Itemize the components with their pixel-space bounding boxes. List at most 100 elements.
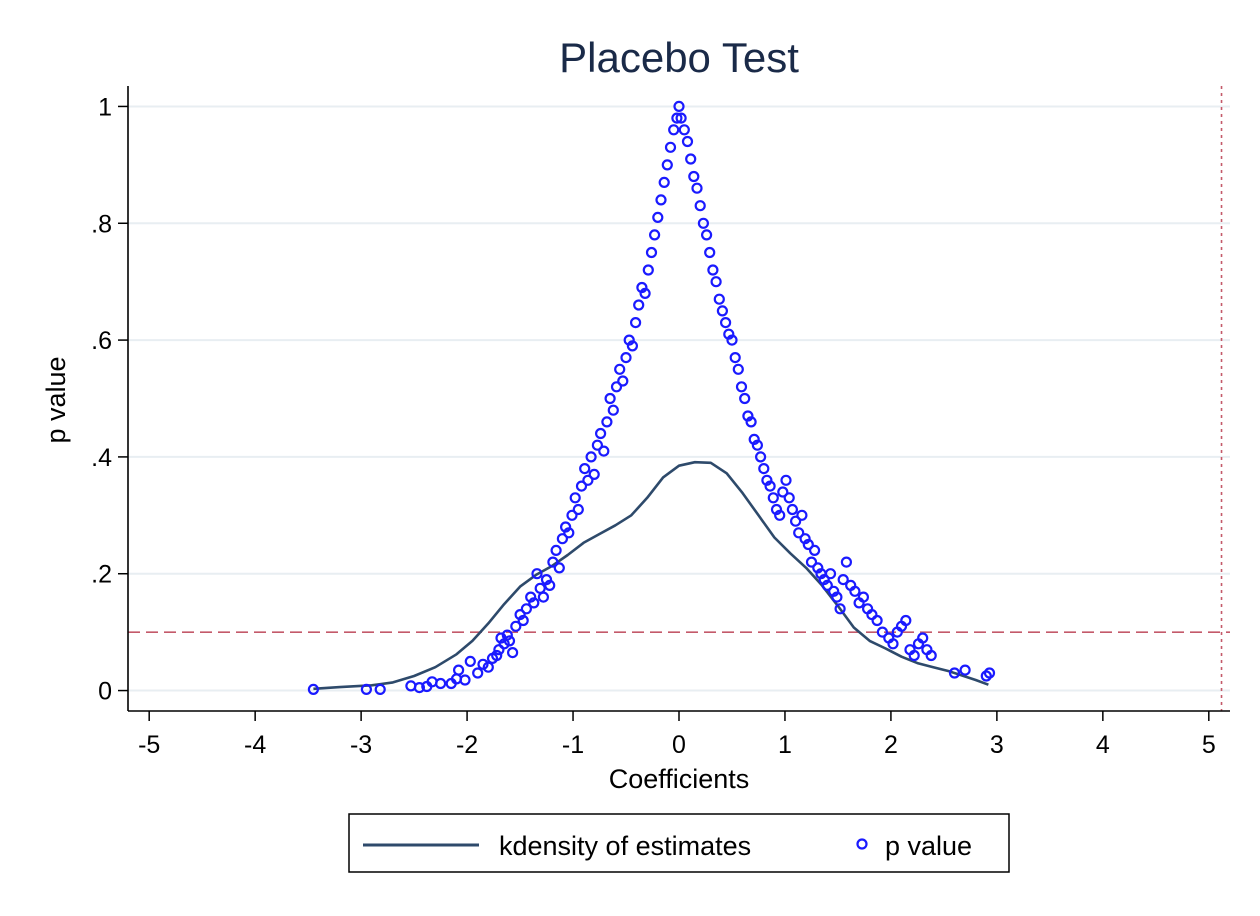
p-value-marker-54 (607, 404, 619, 416)
p-value-marker-122 (821, 579, 833, 592)
p-value-marker-39 (559, 521, 572, 533)
p-value-marker-149 (959, 664, 971, 676)
p-value-marker-1 (360, 683, 372, 696)
p-value-marker-94 (732, 363, 744, 375)
p-value-marker-93 (729, 352, 741, 364)
p-value-marker-7 (435, 677, 447, 690)
p-value-marker-73 (668, 124, 680, 136)
reference-lines (128, 86, 1230, 711)
p-value-marker-127 (837, 573, 849, 586)
p-value-marker-119 (812, 562, 824, 574)
p-value-marker-55 (610, 381, 623, 393)
p-value-marker-66 (645, 246, 658, 259)
p-value-marker-110 (783, 492, 795, 504)
p-value-marker-23 (506, 646, 519, 659)
p-value-marker-10 (453, 664, 465, 676)
p-value-marker-145 (917, 632, 929, 644)
p-value-marker-143 (908, 649, 920, 662)
p-value-marker-32 (537, 591, 550, 603)
y-tick-label-1: .2 (91, 561, 112, 589)
x-tick-label-1: -4 (244, 731, 266, 759)
x-tick-label-5: 0 (672, 731, 686, 759)
p-value-marker-34 (544, 579, 556, 592)
p-value-marker-37 (553, 562, 565, 574)
p-value-marker-74 (671, 112, 683, 124)
p-value-marker-107 (774, 509, 786, 521)
p-value-marker-25 (514, 608, 526, 621)
legend: kdensity of estimates p value (348, 813, 1010, 873)
p-value-marker-50 (594, 427, 607, 440)
x-tick-label-10: 5 (1202, 731, 1216, 759)
p-value-marker-97 (742, 410, 754, 422)
p-value-marker-78 (681, 135, 694, 148)
p-value-marker-17 (491, 649, 503, 662)
p-value-marker-27 (520, 603, 533, 615)
p-value-marker-48 (588, 468, 600, 480)
p-value-marker-132 (857, 591, 870, 603)
p-value-marker-98 (745, 416, 757, 428)
p-value-marker-21 (501, 629, 513, 641)
p-value-marker-38 (556, 533, 569, 545)
y-tick-label-2: .4 (91, 444, 112, 472)
p-value-marker-109 (780, 474, 792, 486)
p-value-marker-124 (828, 585, 840, 597)
p-value-marker-96 (739, 392, 751, 405)
x-tick-labels: -5 -4 -3 -2 -1 0 1 2 3 4 5 (138, 731, 1216, 759)
legend-p-value-marker (856, 838, 868, 850)
p-value-marker-47 (585, 451, 597, 463)
p-value-marker-24 (510, 620, 522, 632)
p-value-marker-11 (459, 674, 471, 686)
p-value-marker-26 (517, 614, 529, 627)
p-value-marker-42 (569, 492, 581, 504)
p-value-marker-105 (767, 492, 779, 504)
y-tick-label-3: .6 (91, 327, 112, 355)
p-value-marker-2 (374, 683, 386, 696)
p-value-marker-108 (777, 486, 789, 498)
p-value-marker-65 (642, 264, 654, 276)
p-value-marker-121 (818, 573, 830, 586)
p-value-marker-30 (531, 568, 543, 580)
y-axis-label: p value (41, 356, 71, 443)
p-value-marker-104 (764, 480, 776, 492)
p-value-marker-29 (528, 597, 540, 609)
p-value-marker-99 (748, 433, 760, 445)
grid-lines (128, 105, 1230, 692)
x-tick-label-2: -3 (350, 731, 372, 759)
p-value-marker-136 (876, 626, 889, 638)
p-value-marker-77 (678, 124, 690, 136)
p-value-marker-68 (652, 211, 664, 223)
p-value-marker-75 (673, 100, 685, 113)
p-value-marker-102 (758, 463, 770, 475)
p-value-marker-79 (685, 153, 697, 165)
p-value-series (307, 100, 996, 696)
p-value-marker-103 (761, 474, 773, 486)
p-value-marker-0 (307, 683, 319, 696)
p-value-marker-58 (620, 352, 632, 364)
p-value-marker-112 (789, 515, 802, 527)
p-value-marker-71 (661, 159, 673, 171)
p-value-marker-36 (550, 544, 562, 557)
p-value-marker-60 (626, 340, 639, 352)
p-value-marker-113 (793, 527, 805, 539)
p-value-marker-22 (503, 635, 516, 647)
p-value-marker-86 (707, 264, 719, 276)
p-value-marker-35 (547, 556, 559, 568)
p-value-marker-148 (948, 667, 961, 679)
p-value-marker-89 (716, 305, 729, 317)
x-axis-label: Coefficients (609, 764, 750, 794)
p-value-marker-95 (735, 381, 748, 393)
p-value-marker-63 (636, 281, 648, 294)
p-value-marker-12 (464, 655, 476, 668)
x-tick-label-3: -2 (456, 731, 478, 759)
kdensity-line (313, 460, 989, 691)
x-tick-label-6: 1 (778, 731, 792, 759)
p-value-marker-70 (658, 176, 670, 188)
p-value-marker-51 (598, 445, 610, 457)
p-value-marker-92 (726, 334, 738, 346)
p-value-marker-33 (540, 573, 553, 586)
p-value-marker-61 (629, 317, 642, 329)
p-value-marker-151 (983, 667, 996, 679)
p-value-marker-114 (796, 509, 808, 521)
